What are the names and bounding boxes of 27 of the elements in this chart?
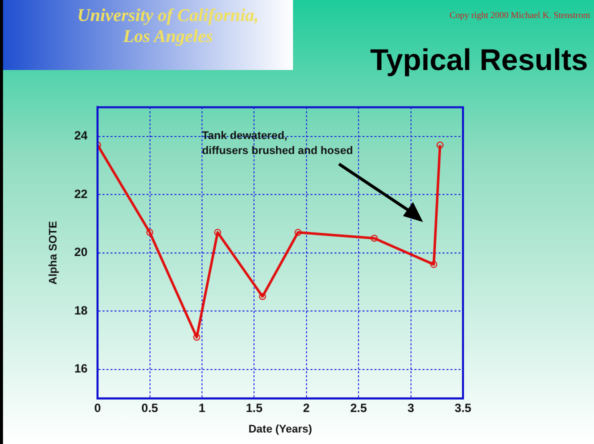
x-tick-label: 0.5 [141,400,158,415]
x-tick-label: 3 [407,400,414,415]
x-tick-label: 2 [303,400,310,415]
y-axis-title: Alpha SOTE [48,221,60,285]
y-tick-label: 20 [74,245,88,260]
text: University of California, Los Angeles [3,0,293,70]
point [193,334,200,341]
y-tick-label: 22 [74,186,88,201]
x-tick-label: 2.5 [350,400,368,415]
point [436,142,444,149]
x-tick-label: 1 [198,400,206,415]
point [294,228,302,236]
point [370,234,378,242]
chart-title: Typical Results [370,44,588,78]
point [146,228,154,236]
point [214,228,222,236]
x-tick-label: 0 [94,400,102,415]
text: Copy right 2000 Michael K. Stenstrom [450,10,590,20]
x-axis-title: Date (Years) [248,423,312,436]
x-tick-label: 3.5 [454,400,472,415]
y-tick-label: 18 [74,303,88,318]
x-tick-label: 1.5 [246,400,263,415]
point [430,260,438,268]
point [259,292,266,300]
y-tick-label: 24 [74,128,88,143]
annotation: Tank dewatered, diffusers brushed and hosed [202,130,353,158]
y-tick-label: 16 [74,362,88,376]
